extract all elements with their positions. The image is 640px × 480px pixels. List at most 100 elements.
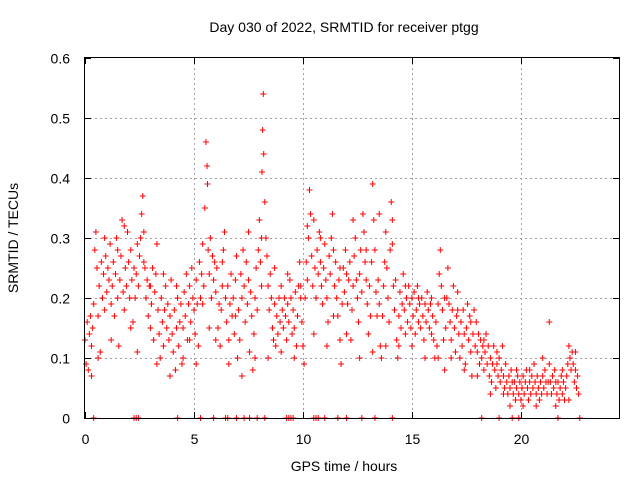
data-point — [261, 199, 268, 205]
data-point — [157, 355, 164, 361]
data-point — [396, 289, 403, 295]
data-point — [88, 343, 95, 349]
data-point — [536, 397, 543, 403]
data-point — [480, 337, 487, 343]
data-point — [516, 379, 523, 385]
data-point — [571, 379, 578, 385]
data-point — [422, 355, 429, 361]
data-point — [573, 385, 580, 391]
data-point — [513, 367, 520, 373]
data-point — [225, 361, 232, 367]
data-point — [161, 307, 168, 313]
data-point — [363, 247, 370, 253]
data-point — [268, 295, 275, 301]
data-point — [95, 313, 102, 319]
data-point — [84, 319, 91, 325]
data-point — [236, 337, 243, 343]
data-point — [566, 355, 573, 361]
data-point — [403, 295, 410, 301]
data-point — [136, 253, 143, 259]
data-point — [225, 337, 232, 343]
data-point — [137, 235, 144, 241]
data-point — [193, 361, 200, 367]
data-point — [199, 241, 206, 247]
data-point — [395, 313, 402, 319]
data-point — [502, 361, 509, 367]
data-point — [246, 349, 253, 355]
data-point — [265, 355, 272, 361]
data-point — [218, 307, 225, 313]
data-point — [162, 283, 169, 289]
data-point — [447, 319, 454, 325]
data-point — [313, 295, 320, 301]
data-point — [455, 331, 462, 337]
data-point — [462, 361, 469, 367]
data-point — [260, 91, 267, 97]
data-point — [365, 331, 372, 337]
data-point — [197, 295, 204, 301]
data-point — [381, 259, 388, 265]
data-point — [89, 325, 96, 331]
data-point — [297, 283, 304, 289]
data-point — [448, 355, 455, 361]
data-point — [327, 271, 334, 277]
data-point — [200, 283, 207, 289]
y-tick-label: 0.1 — [51, 351, 71, 367]
data-point — [347, 337, 354, 343]
data-point — [323, 295, 330, 301]
data-point — [231, 331, 238, 337]
data-point — [109, 283, 116, 289]
data-point — [317, 235, 324, 241]
data-point — [350, 283, 357, 289]
data-point — [102, 253, 109, 259]
data-point — [198, 271, 205, 277]
data-point — [559, 391, 566, 397]
data-point — [175, 343, 182, 349]
data-point — [158, 295, 165, 301]
data-point — [377, 343, 384, 349]
data-point — [369, 349, 376, 355]
data-point — [187, 319, 194, 325]
data-point — [530, 361, 537, 367]
data-point — [113, 235, 120, 241]
data-point — [386, 319, 393, 325]
data-point — [190, 307, 197, 313]
data-point — [521, 391, 528, 397]
data-point — [500, 391, 507, 397]
data-point — [520, 373, 527, 379]
data-point — [402, 331, 409, 337]
data-point — [359, 211, 366, 217]
data-point — [429, 313, 436, 319]
data-point — [132, 295, 139, 301]
data-point — [98, 259, 105, 265]
data-point — [407, 325, 414, 331]
data-point — [539, 355, 546, 361]
data-point — [223, 319, 230, 325]
data-point — [434, 343, 441, 349]
data-point — [212, 337, 219, 343]
data-point — [296, 259, 303, 265]
data-point — [167, 313, 174, 319]
data-point — [210, 277, 217, 283]
data-point — [415, 295, 422, 301]
data-point — [478, 355, 485, 361]
data-point — [500, 373, 507, 379]
y-tick-label: 0.5 — [51, 111, 71, 127]
data-point — [511, 379, 518, 385]
data-point — [139, 193, 146, 199]
data-point — [398, 325, 405, 331]
data-point — [258, 169, 265, 175]
data-point — [320, 265, 327, 271]
data-point — [107, 241, 114, 247]
data-point — [183, 271, 190, 277]
data-point — [465, 337, 472, 343]
data-point — [186, 337, 193, 343]
data-point — [358, 289, 365, 295]
data-point — [91, 247, 98, 253]
data-point — [533, 403, 540, 409]
data-point — [380, 283, 387, 289]
data-point — [350, 217, 357, 223]
data-point — [526, 379, 533, 385]
data-point — [155, 307, 162, 313]
